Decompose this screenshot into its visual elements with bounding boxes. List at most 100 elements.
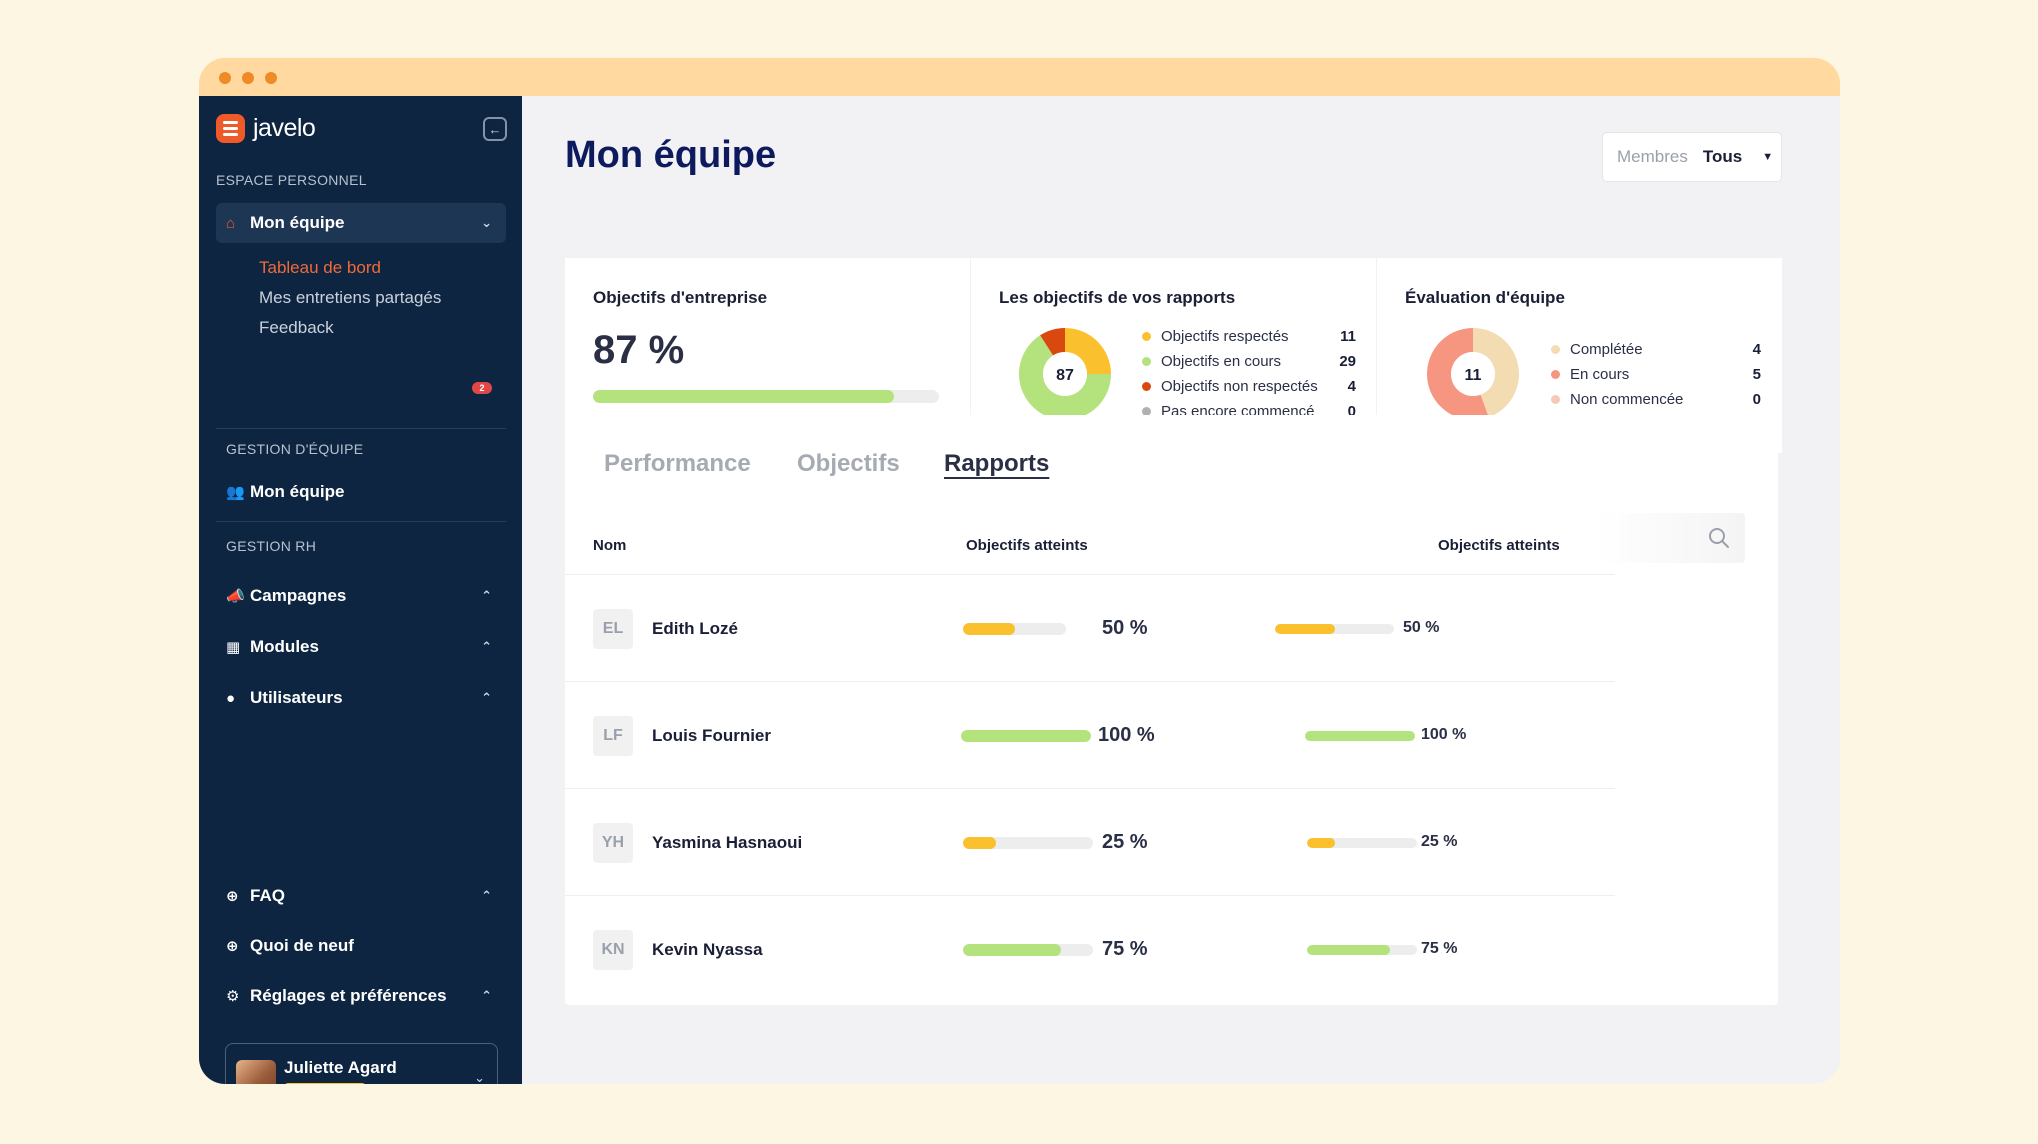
objective-progress-fill <box>963 837 996 849</box>
legend-dot <box>1551 345 1560 354</box>
home-icon: ⌂ <box>226 214 236 232</box>
sidebar-item-team-management[interactable]: 👥 Mon équipe <box>216 472 506 512</box>
collapse-sidebar-button[interactable]: ← <box>483 117 507 141</box>
sidebar-item-label: Mon équipe <box>250 482 345 501</box>
legend-dot <box>1142 357 1151 366</box>
legend-value: 0 <box>1347 403 1356 420</box>
table-row[interactable]: LF Louis Fournier 100 % 100 % <box>565 681 1615 788</box>
window-dot[interactable] <box>219 72 231 84</box>
column-header-objectives[interactable]: Objectifs atteints <box>966 537 1088 554</box>
help-icon: ⊕ <box>226 888 239 905</box>
donut-center-label: 11 <box>1465 367 1482 384</box>
donut-slice <box>1040 328 1065 356</box>
legend-value: 4 <box>1752 341 1761 358</box>
donut-slice <box>1427 328 1489 420</box>
role-badge: Responsable <box>284 1083 367 1084</box>
chevron-down-icon: ⌄ <box>474 1070 485 1084</box>
users-icon: 👥 <box>226 484 245 501</box>
main-content: Mon équipe Membres Tous ▼ Objectifs d'en… <box>522 96 1840 1084</box>
chevron-down-icon: ⌄ <box>481 215 492 230</box>
brand-name: javelo <box>253 114 316 142</box>
window-dot[interactable] <box>265 72 277 84</box>
avatar-initials: LF <box>593 716 633 756</box>
team-table-card: Performance Objectifs Rapports Nom Objec… <box>565 415 1778 1005</box>
donut-hole <box>1451 352 1495 396</box>
sidebar-item-my-team[interactable]: ⌂ Mon équipe ⌄ <box>216 203 506 243</box>
objective-percentage: 25 % <box>1102 831 1148 853</box>
sidebar-item-label: Réglages et préférences <box>250 986 447 1005</box>
legend-label: Objectifs non respectés <box>1161 378 1318 395</box>
objective-progress-fill <box>1275 624 1335 634</box>
brand-logo[interactable]: javelo <box>216 114 316 143</box>
objective-progress-bar <box>963 837 1093 849</box>
card-title: Objectifs d'entreprise <box>593 288 768 307</box>
objective-progress-bar-secondary <box>1307 945 1417 955</box>
sidebar-item-label: Modules <box>250 637 319 656</box>
sidebar-divider <box>216 428 506 429</box>
legend-value: 5 <box>1752 366 1761 383</box>
search-input[interactable] <box>1375 513 1745 563</box>
members-filter-select[interactable]: Membres Tous ▼ <box>1602 132 1782 182</box>
objective-progress-bar-secondary <box>1307 838 1417 848</box>
section-label-hr: GESTION RH <box>226 538 317 554</box>
legend-value: 0 <box>1752 391 1761 408</box>
column-header-objectives-secondary[interactable]: Objectifs atteints <box>1438 537 1560 554</box>
window-dot[interactable] <box>242 72 254 84</box>
section-label-personal: ESPACE PERSONNEL <box>216 172 367 188</box>
logo-icon <box>216 114 245 143</box>
legend-label: En cours <box>1570 366 1630 383</box>
user-menu[interactable]: Juliette Agard Responsable ⌄ <box>225 1043 498 1084</box>
tab-objectives[interactable]: Objectifs <box>797 450 900 477</box>
avatar-initials: EL <box>593 609 633 649</box>
table-row[interactable]: YH Yasmina Hasnaoui 25 % 25 % <box>565 788 1615 895</box>
chevron-up-icon: ⌃ <box>481 588 492 603</box>
search-icon[interactable] <box>1707 526 1731 550</box>
legend-item: Objectifs en cours 29 <box>1142 349 1356 374</box>
sidebar-subitem-dashboard[interactable]: Tableau de bord <box>259 258 381 277</box>
column-header-name[interactable]: Nom <box>593 537 627 554</box>
company-objectives-value: 87 % <box>593 328 685 372</box>
sidebar-item-users[interactable]: ● Utilisateurs ⌃ <box>216 678 506 718</box>
feedback-count-badge: 2 <box>472 382 492 394</box>
sidebar-subitem-shared-reviews[interactable]: Mes entretiens partagés <box>259 288 442 307</box>
objective-progress-bar-secondary <box>1275 624 1394 634</box>
sidebar-item-label: Quoi de neuf <box>250 936 354 955</box>
title-bar <box>199 58 1840 96</box>
objective-progress-fill <box>1305 731 1415 741</box>
objective-progress-fill <box>963 944 1061 956</box>
table-row[interactable]: EL Edith Lozé 50 % 50 % <box>565 574 1615 681</box>
sidebar-divider <box>216 521 506 522</box>
company-progress-bar <box>593 390 939 403</box>
gear-icon: ⚙ <box>226 988 240 1005</box>
help-icon: ⊕ <box>226 938 239 955</box>
objective-percentage-secondary: 100 % <box>1421 726 1467 743</box>
objective-progress-fill <box>963 623 1015 635</box>
tab-reports[interactable]: Rapports <box>944 450 1050 477</box>
filter-value: Tous <box>1702 147 1743 166</box>
sidebar-item-campaigns[interactable]: 📣 Campagnes ⌃ <box>216 576 506 616</box>
sidebar-item-whats-new[interactable]: ⊕ Quoi de neuf <box>216 926 506 966</box>
objective-percentage: 75 % <box>1102 938 1148 960</box>
objective-progress-bar <box>963 944 1093 956</box>
sidebar-subitem-feedback[interactable]: Feedback <box>259 318 334 337</box>
legend-value: 4 <box>1347 378 1356 395</box>
table-row[interactable]: KN Kevin Nyassa 75 % 75 % <box>565 895 1615 1002</box>
tab-performance[interactable]: Performance <box>604 450 751 477</box>
legend-value: 11 <box>1340 328 1356 345</box>
sidebar-item-settings[interactable]: ⚙ Réglages et préférences ⌃ <box>216 976 506 1016</box>
objective-progress-bar <box>963 623 1066 635</box>
chevron-up-icon: ⌃ <box>481 988 492 1003</box>
legend-label: Objectifs respectés <box>1161 328 1289 345</box>
legend-dot <box>1142 407 1151 416</box>
objective-progress-bar <box>961 730 1091 742</box>
legend-item: Non commencée 0 <box>1551 387 1761 412</box>
sidebar-item-faq[interactable]: ⊕ FAQ ⌃ <box>216 876 506 916</box>
sidebar: javelo ← ESPACE PERSONNEL ⌂ Mon équipe ⌄… <box>199 96 522 1084</box>
filter-label: Membres <box>1617 147 1688 166</box>
team-evaluation-legend: Complétée 4 En cours 5 Non commencée 0 <box>1551 337 1761 412</box>
chevron-up-icon: ⌃ <box>481 639 492 654</box>
avatar-initials: YH <box>593 823 633 863</box>
chevron-up-icon: ⌃ <box>481 888 492 903</box>
sidebar-item-modules[interactable]: ▦ Modules ⌃ <box>216 627 506 667</box>
objective-percentage-secondary: 25 % <box>1421 833 1458 850</box>
